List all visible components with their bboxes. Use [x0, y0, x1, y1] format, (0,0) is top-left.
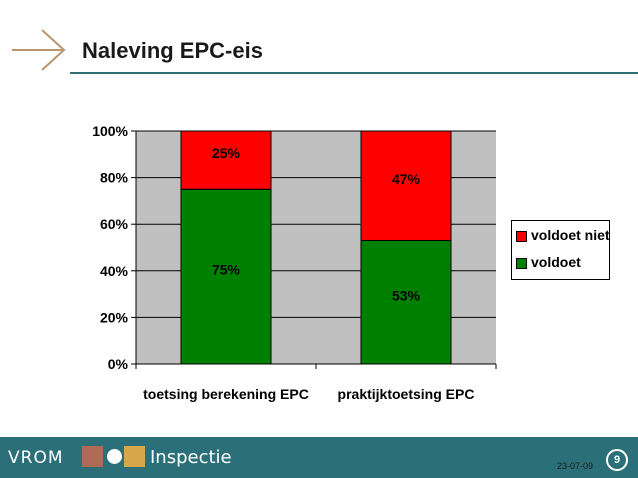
y-tick-label: 40% — [100, 263, 129, 279]
brand-square-yellow — [124, 446, 145, 467]
x-category-label: toetsing berekening EPC — [143, 386, 309, 402]
legend-item-voldoet: voldoet — [516, 254, 581, 270]
division-label: Inspectie — [150, 447, 232, 468]
y-tick-label: 0% — [108, 356, 129, 372]
brand-square-red — [82, 446, 103, 467]
header-divider — [70, 72, 638, 74]
stacked-bar-chart: 0% 20% 40% 60% 80% 100% 75% 25% toetsing bereken… — [92, 123, 497, 402]
bar-voldoet-niet-0 — [180, 130, 272, 190]
bar-voldoet-0 — [180, 188, 272, 365]
bar-voldoet-niet-1 — [360, 130, 452, 242]
y-tick-label: 60% — [100, 216, 129, 232]
slide-date: 23-07-09 — [557, 461, 594, 471]
data-label-voldoet-1: 53% — [392, 287, 421, 303]
legend-swatch-voldoet — [516, 257, 527, 269]
footer-bar: VROM Inspectie 23-07-09 9 — [0, 437, 638, 478]
y-tick-label: 20% — [100, 309, 129, 325]
y-tick-label: 80% — [100, 170, 129, 186]
legend-label-voldoet-niet: voldoet niet — [531, 227, 610, 243]
arrow-logo-icon — [12, 29, 66, 71]
y-tick-label: 100% — [92, 123, 128, 139]
chart-legend: voldoet niet voldoet — [511, 220, 610, 280]
legend-swatch-voldoet-niet — [516, 230, 527, 242]
slide-title: Naleving EPC-eis — [82, 38, 263, 63]
page-number: 9 — [606, 449, 628, 471]
legend-label-voldoet: voldoet — [531, 254, 581, 270]
x-category-label: praktijktoetsing EPC — [338, 386, 475, 402]
brand-dot — [107, 449, 122, 464]
data-label-voldoet-niet-1: 47% — [392, 171, 421, 187]
data-label-voldoet-0: 75% — [212, 262, 241, 278]
brand-logo: VROM — [8, 448, 64, 468]
data-label-voldoet-niet-0: 25% — [212, 145, 241, 161]
legend-item-voldoet-niet: voldoet niet — [516, 227, 610, 243]
